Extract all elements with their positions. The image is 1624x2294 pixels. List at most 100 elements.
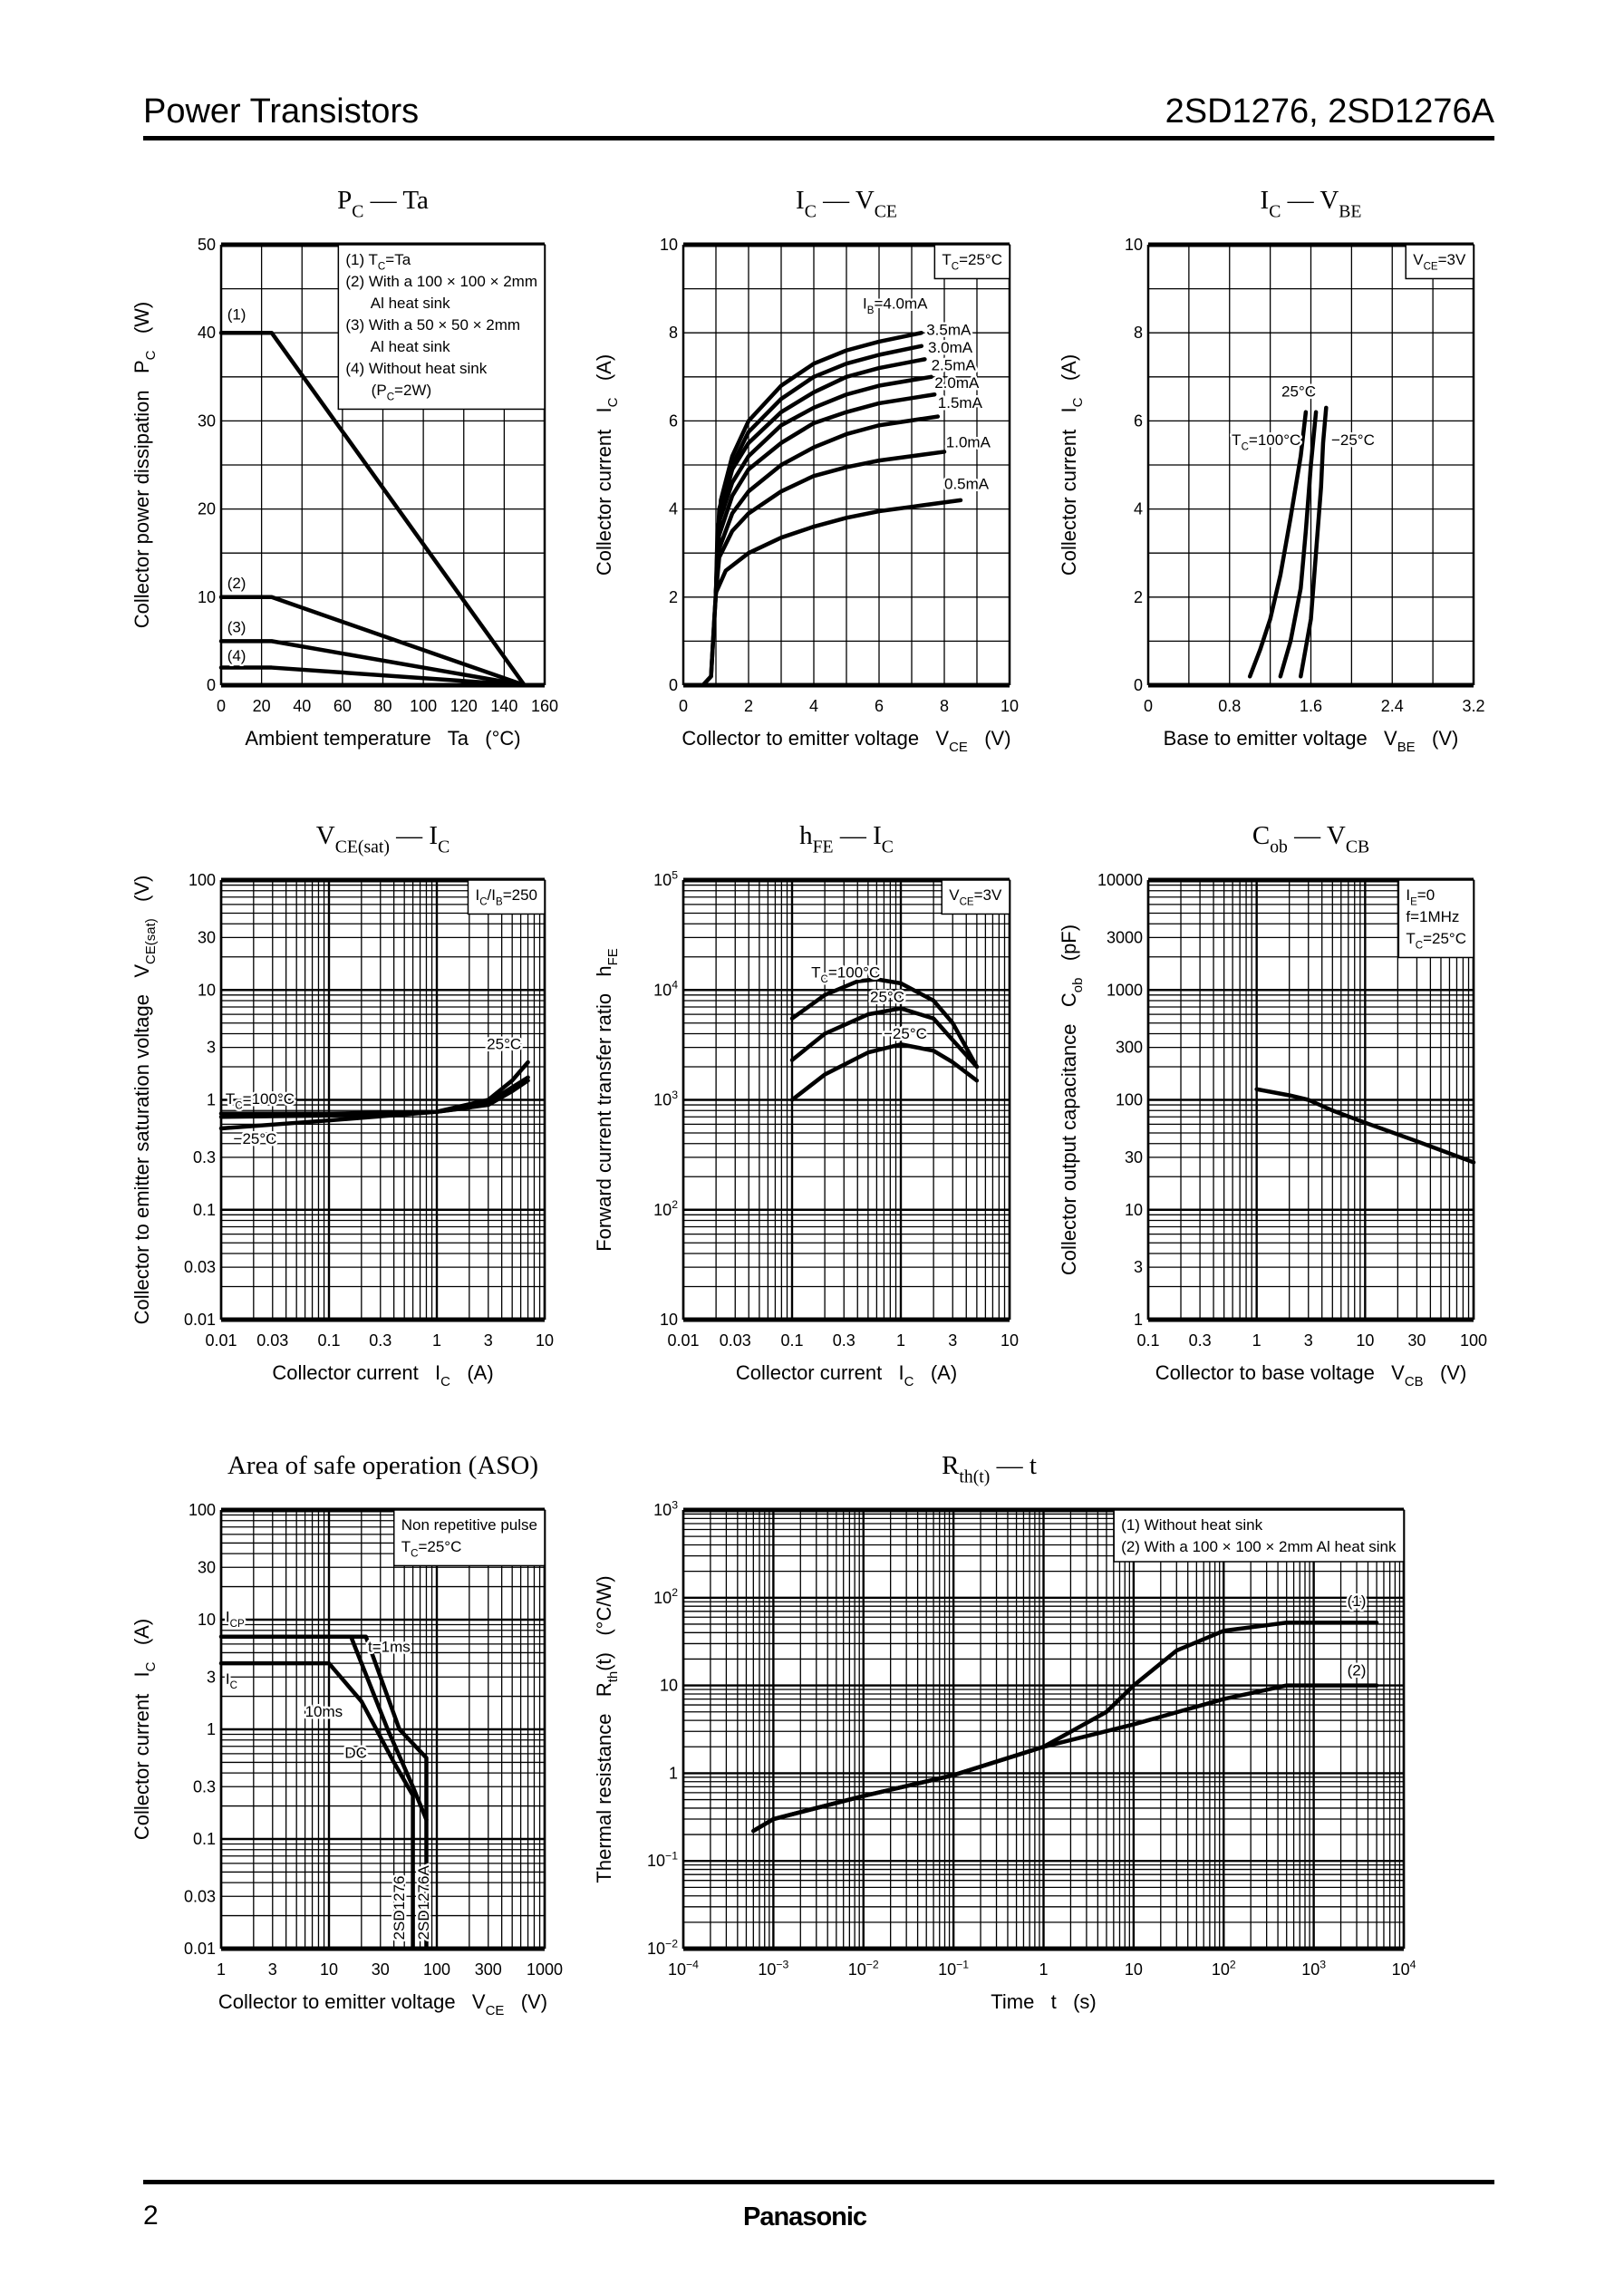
chart-title: VCE(sat) — IC: [316, 821, 450, 857]
x-tick-label: 30: [1407, 1331, 1426, 1350]
x-tick-label: 1: [1039, 1960, 1048, 1979]
text-run: −1: [956, 1958, 969, 1970]
text-run: 0: [669, 676, 678, 694]
x-axis-label: Collector current IC (A): [736, 1361, 957, 1389]
text-run: −1: [665, 1850, 678, 1863]
y-tick-label: 0.01: [184, 1311, 216, 1329]
text-run: 2SD1276A: [415, 1865, 432, 1941]
y-tick-label: 3: [1134, 1258, 1143, 1276]
text-run: 10: [758, 1960, 776, 1979]
text-run: (V): [1416, 727, 1459, 750]
y-tick-label: 100: [188, 1501, 216, 1519]
y-tick-label: 1: [1134, 1311, 1143, 1329]
series-line-4: [218, 665, 527, 688]
text-run: 3: [207, 1668, 216, 1686]
text-run: 10: [1000, 1331, 1019, 1350]
annotation-label: (1): [227, 306, 246, 324]
text-run: 3000: [1107, 928, 1143, 946]
text-run: 0: [207, 676, 216, 694]
text-run: (pF): [1058, 924, 1080, 978]
text-run: 0.01: [184, 1940, 216, 1958]
y-tick-label: 30: [198, 1558, 216, 1576]
legend-frame: [941, 879, 1010, 915]
y-tick-label: 50: [198, 236, 216, 254]
y-tick-label: 0: [1134, 676, 1143, 694]
legend-frame: [933, 244, 1010, 280]
x-tick-label: 100: [410, 697, 437, 715]
text-run: T: [401, 1538, 411, 1555]
text-run: BE: [1339, 201, 1361, 221]
legend-entry: (4) Without heat sink: [345, 360, 487, 377]
y-tick-label: 3: [207, 1039, 216, 1057]
x-tick-label: 0.1: [317, 1331, 340, 1350]
x-tick-label: 1: [896, 1331, 905, 1350]
series-line-2: [349, 1634, 429, 1822]
text-run: (2) With a 100 × 100 × 2mm Al heat sink: [1121, 1538, 1397, 1555]
text-run: 0.1: [1136, 1331, 1159, 1350]
text-run: 10: [653, 1201, 672, 1219]
y-tick-label: 1: [669, 1764, 678, 1782]
x-tick-label: 104: [1392, 1958, 1416, 1979]
text-run: Collector output capacitance C: [1058, 992, 1080, 1275]
x-tick-label: 100: [423, 1960, 450, 1979]
x-tick-label: 102: [1212, 1958, 1236, 1979]
text-run: 10: [653, 981, 672, 999]
text-run: 3.0mA: [928, 339, 973, 356]
text-run: CE: [1424, 261, 1438, 272]
x-tick-label: 1000: [527, 1960, 563, 1979]
text-run: (A): [450, 1361, 494, 1384]
y-tick-label: 0.01: [184, 1940, 216, 1958]
text-run: — I: [390, 821, 438, 850]
y-tick-label: 10: [198, 588, 216, 606]
x-tick-label: 0.03: [256, 1331, 288, 1350]
x-tick-label: 6: [875, 697, 884, 715]
part-numbers: 2SD1276, 2SD1276A: [1165, 92, 1494, 131]
text-run: t=1ms: [368, 1638, 411, 1655]
text-run: P: [337, 186, 352, 215]
y-axis-label: Collector power dissipation PC (W): [130, 302, 159, 629]
text-run: 1: [1252, 1331, 1262, 1350]
text-run: 10: [938, 1960, 956, 1979]
text-run: C: [230, 1680, 237, 1691]
x-tick-label: 10: [1000, 1331, 1019, 1350]
text-run: Collector power dissipation P: [130, 360, 153, 628]
y-tick-label: 104: [653, 979, 678, 1000]
text-run: 2: [669, 588, 678, 606]
y-tick-label: 40: [198, 324, 216, 342]
text-run: (V): [1424, 1361, 1467, 1384]
text-run: (A): [593, 354, 615, 398]
series-line-2: [789, 1006, 980, 1070]
x-tick-label: 2: [744, 697, 753, 715]
x-tick-label: 100: [1460, 1331, 1487, 1350]
x-tick-label: 10: [1356, 1331, 1374, 1350]
text-run: −3: [776, 1958, 788, 1970]
text-run: 5: [672, 868, 678, 881]
text-run: CB: [1346, 837, 1369, 857]
chart-title: IC — VCE: [796, 186, 897, 221]
y-tick-label: 0.03: [184, 1887, 216, 1905]
y-tick-label: 102: [653, 1586, 678, 1607]
text-run: C: [952, 261, 959, 272]
text-run: th(t): [959, 1466, 990, 1486]
text-run: Forward current transfer ratio h: [593, 965, 615, 1251]
text-run: CE: [949, 740, 968, 755]
text-run: 2: [672, 1198, 678, 1211]
text-run: 4: [672, 979, 678, 992]
annotation-label: −25°C: [884, 1025, 927, 1042]
annotation-label: 25°C: [870, 988, 904, 1005]
text-run: 10: [536, 1331, 554, 1350]
text-run: 10: [1212, 1960, 1230, 1979]
y-tick-label: 30: [198, 928, 216, 946]
text-run: 3: [268, 1960, 277, 1979]
text-run: 3.5mA: [926, 322, 972, 339]
text-run: Base to emitter voltage V: [1164, 727, 1397, 750]
text-run: 80: [373, 697, 392, 715]
legend-box: (1) Without heat sink (2) With a 100 × 10…: [1113, 1509, 1405, 1563]
text-run: 1: [217, 1960, 226, 1979]
text-run: 3.2: [1462, 697, 1484, 715]
x-tick-label: 10: [536, 1331, 554, 1350]
y-axis-label: Forward current transfer ratio hFE: [593, 948, 621, 1252]
text-run: 30: [198, 1558, 216, 1576]
chart-title: IC — VBE: [1261, 186, 1362, 221]
